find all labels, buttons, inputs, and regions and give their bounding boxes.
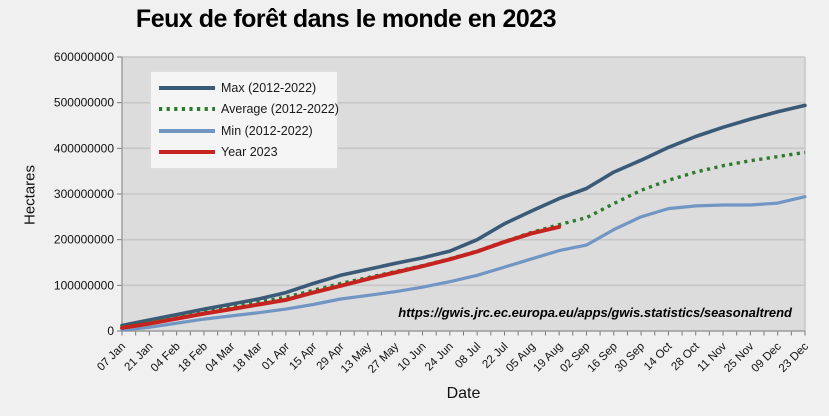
x-tick-label: 30 Sep: [613, 341, 647, 375]
legend-label: Average (2012-2022): [221, 102, 339, 117]
y-tick-label: 0: [107, 324, 114, 338]
x-tick-label: 05 Aug: [504, 341, 538, 375]
x-tick-label: 27 May: [366, 340, 401, 375]
legend-item-min-2012-2022: Min (2012-2022): [158, 124, 333, 138]
series-line-min-2012-2022: [120, 195, 807, 332]
x-tick-label: 01 Apr: [260, 341, 292, 373]
x-tick-label: 23 Dec: [777, 340, 811, 374]
series-line-max-2012-2022: [120, 103, 807, 328]
y-tick-label: 200000000: [54, 233, 114, 247]
x-tick-label: 10 Jun: [396, 341, 429, 374]
legend-max-2012-2022-line-icon: [159, 86, 215, 91]
y-tick-label: 600000000: [54, 50, 114, 64]
legend-average-2012-2022-line-icon: [159, 107, 215, 112]
x-axis-label: Date: [446, 385, 481, 402]
y-tick-label: 400000000: [54, 141, 114, 155]
x-tick-label: 08 Jul: [453, 341, 483, 371]
x-tick-label: 16 Sep: [586, 341, 620, 375]
x-tick-label: 18 Mar: [231, 341, 265, 375]
x-tick-label: 24 Jun: [423, 341, 456, 374]
y-axis-label: Hectares: [21, 164, 39, 226]
legend: Max (2012-2022) Average (2012-2022) Min (2…: [150, 71, 339, 169]
x-tick-label: 04 Feb: [149, 341, 183, 375]
legend-year-2023-line-icon: [159, 149, 215, 154]
y-tick-label: 500000000: [54, 96, 114, 110]
legend-label: Max (2012-2022): [221, 81, 317, 96]
y-tick-label: 300000000: [54, 187, 114, 201]
legend-item-average-2012-2022: Average (2012-2022): [158, 102, 339, 116]
x-tick-label: 18 Feb: [176, 341, 210, 375]
y-tick-label: 100000000: [54, 278, 114, 292]
legend-label: Min (2012-2022): [221, 123, 313, 138]
legend-min-2012-2022-line-icon: [159, 128, 215, 133]
x-tick-label: 14 Oct: [642, 340, 675, 373]
source-url: https://gwis.jrc.ec.europa.eu/apps/gwis.…: [398, 305, 792, 320]
legend-label: Year 2023: [221, 144, 278, 159]
chart-title: Feux de forêt dans le monde en 2023: [135, 5, 557, 33]
legend-item-max-2012-2022: Max (2012-2022): [158, 81, 333, 95]
legend-item-year-2023: Year 2023: [158, 145, 333, 159]
x-tick-label: 07 Jan: [95, 341, 128, 374]
x-tick-label: 04 Mar: [204, 341, 238, 375]
x-tick-label: 15 Apr: [287, 341, 319, 373]
x-tick-label: 02 Sep: [558, 341, 592, 375]
series-line-year-2023: [120, 224, 562, 330]
